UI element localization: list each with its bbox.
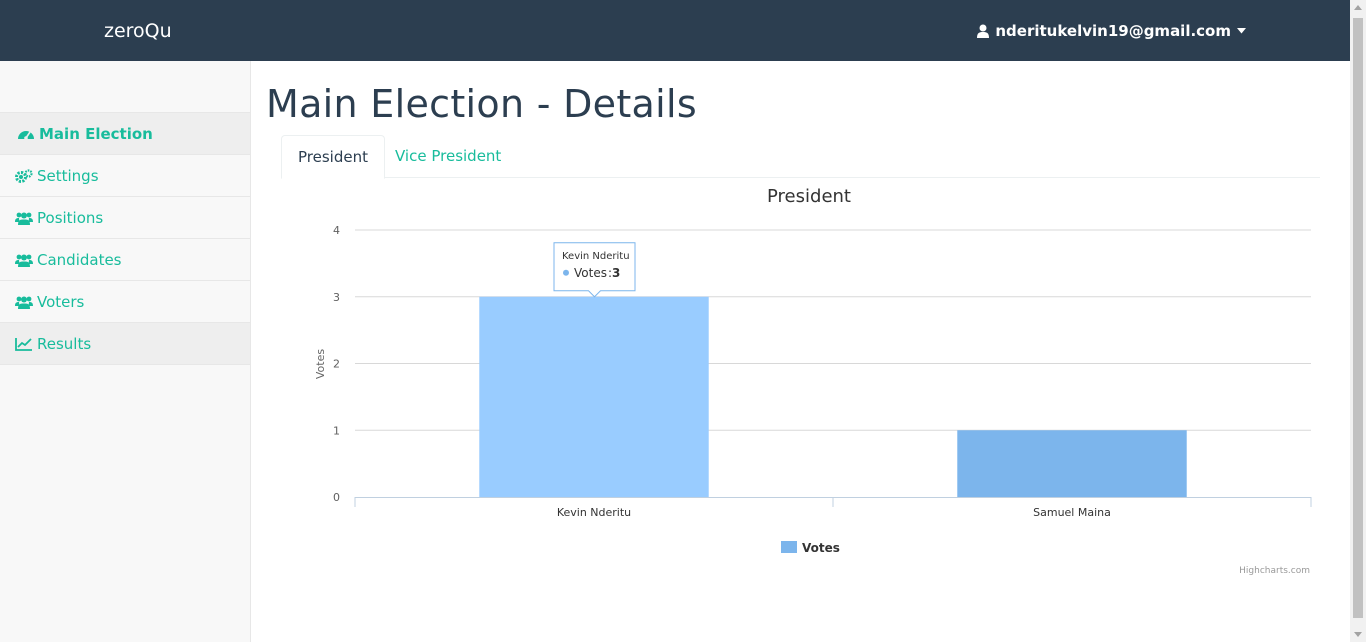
- y-tick-label: 0: [333, 491, 340, 504]
- sidebar-nav: Main Election Settings Positions: [0, 112, 250, 365]
- caret-down-icon: [1237, 28, 1246, 34]
- sidebar-item-voters[interactable]: Voters: [0, 281, 250, 323]
- chart-tooltip: Kevin Nderitu Votes 3:: [553, 242, 636, 298]
- user-icon: [977, 24, 990, 38]
- scroll-thumb[interactable]: [1353, 18, 1363, 618]
- users-icon: [15, 296, 33, 309]
- sidebar-item-label: Positions: [37, 208, 104, 227]
- tooltip-box: [553, 242, 636, 298]
- users-icon: [15, 254, 33, 267]
- tab-vice-president[interactable]: Vice President: [395, 147, 502, 165]
- chart-title: President: [767, 186, 851, 207]
- tab-president[interactable]: President: [281, 135, 385, 179]
- chart-credits[interactable]: Highcharts.com: [1239, 566, 1310, 576]
- user-email: nderitukelvin19@gmail.com: [995, 22, 1231, 40]
- sidebar-item-candidates[interactable]: Candidates: [0, 239, 250, 281]
- sidebar-item-label: Candidates: [37, 250, 122, 269]
- y-axis-label: Votes: [314, 349, 327, 379]
- dashboard-icon: [18, 130, 34, 140]
- position-tabs: President Vice President: [281, 135, 1320, 179]
- page-title: Main Election - Details: [266, 82, 697, 126]
- legend-swatch: [781, 541, 797, 553]
- scroll-down-arrow-icon[interactable]: [1354, 632, 1362, 637]
- x-tick-label: Kevin Nderitu: [557, 506, 631, 519]
- legend-item-votes[interactable]: Votes: [802, 541, 840, 555]
- scroll-up-arrow-icon[interactable]: [1354, 5, 1362, 10]
- sidebar-item-positions[interactable]: Positions: [0, 197, 250, 239]
- y-tick-label: 3: [333, 291, 340, 304]
- results-bar-chart: President Votes 0 1 2 3 4 Kevin Nderitu Samuel…: [314, 186, 1312, 576]
- line-chart-icon: [15, 337, 32, 351]
- bar-kevin-nderitu[interactable]: [479, 296, 709, 497]
- sidebar-item-results[interactable]: Results: [0, 323, 250, 365]
- y-tick-label: 1: [333, 424, 340, 437]
- tooltip-separator: :: [608, 266, 612, 280]
- users-icon: [15, 212, 33, 225]
- page-scrollbar[interactable]: [1350, 0, 1366, 642]
- user-menu-dropdown[interactable]: nderitukelvin19@gmail.com: [977, 22, 1246, 40]
- sidebar-item-settings[interactable]: Settings: [0, 155, 250, 197]
- sidebar-item-label: Main Election: [39, 124, 153, 143]
- sidebar-item-label: Results: [37, 334, 92, 353]
- y-tick-label: 2: [333, 358, 340, 371]
- gears-icon: [15, 168, 33, 183]
- sidebar-item-main-election[interactable]: Main Election: [0, 112, 250, 155]
- x-tick-label: Samuel Maina: [1033, 506, 1111, 519]
- tooltip-category: Kevin Nderitu: [562, 251, 630, 262]
- tooltip-series-name: Votes: [574, 266, 607, 280]
- tooltip-value: 3: [612, 266, 620, 280]
- chart-legend[interactable]: Votes: [781, 541, 840, 555]
- brand-logo[interactable]: zeroQu: [104, 20, 172, 42]
- y-tick-label: 4: [333, 224, 340, 237]
- sidebar: Main Election Settings Positions: [0, 61, 251, 642]
- top-navbar: zeroQu nderitukelvin19@gmail.com: [0, 0, 1350, 61]
- sidebar-item-label: Settings: [37, 166, 99, 185]
- sidebar-item-label: Voters: [37, 292, 85, 311]
- bar-samuel-maina[interactable]: [957, 430, 1187, 497]
- tooltip-series-dot: [563, 269, 569, 276]
